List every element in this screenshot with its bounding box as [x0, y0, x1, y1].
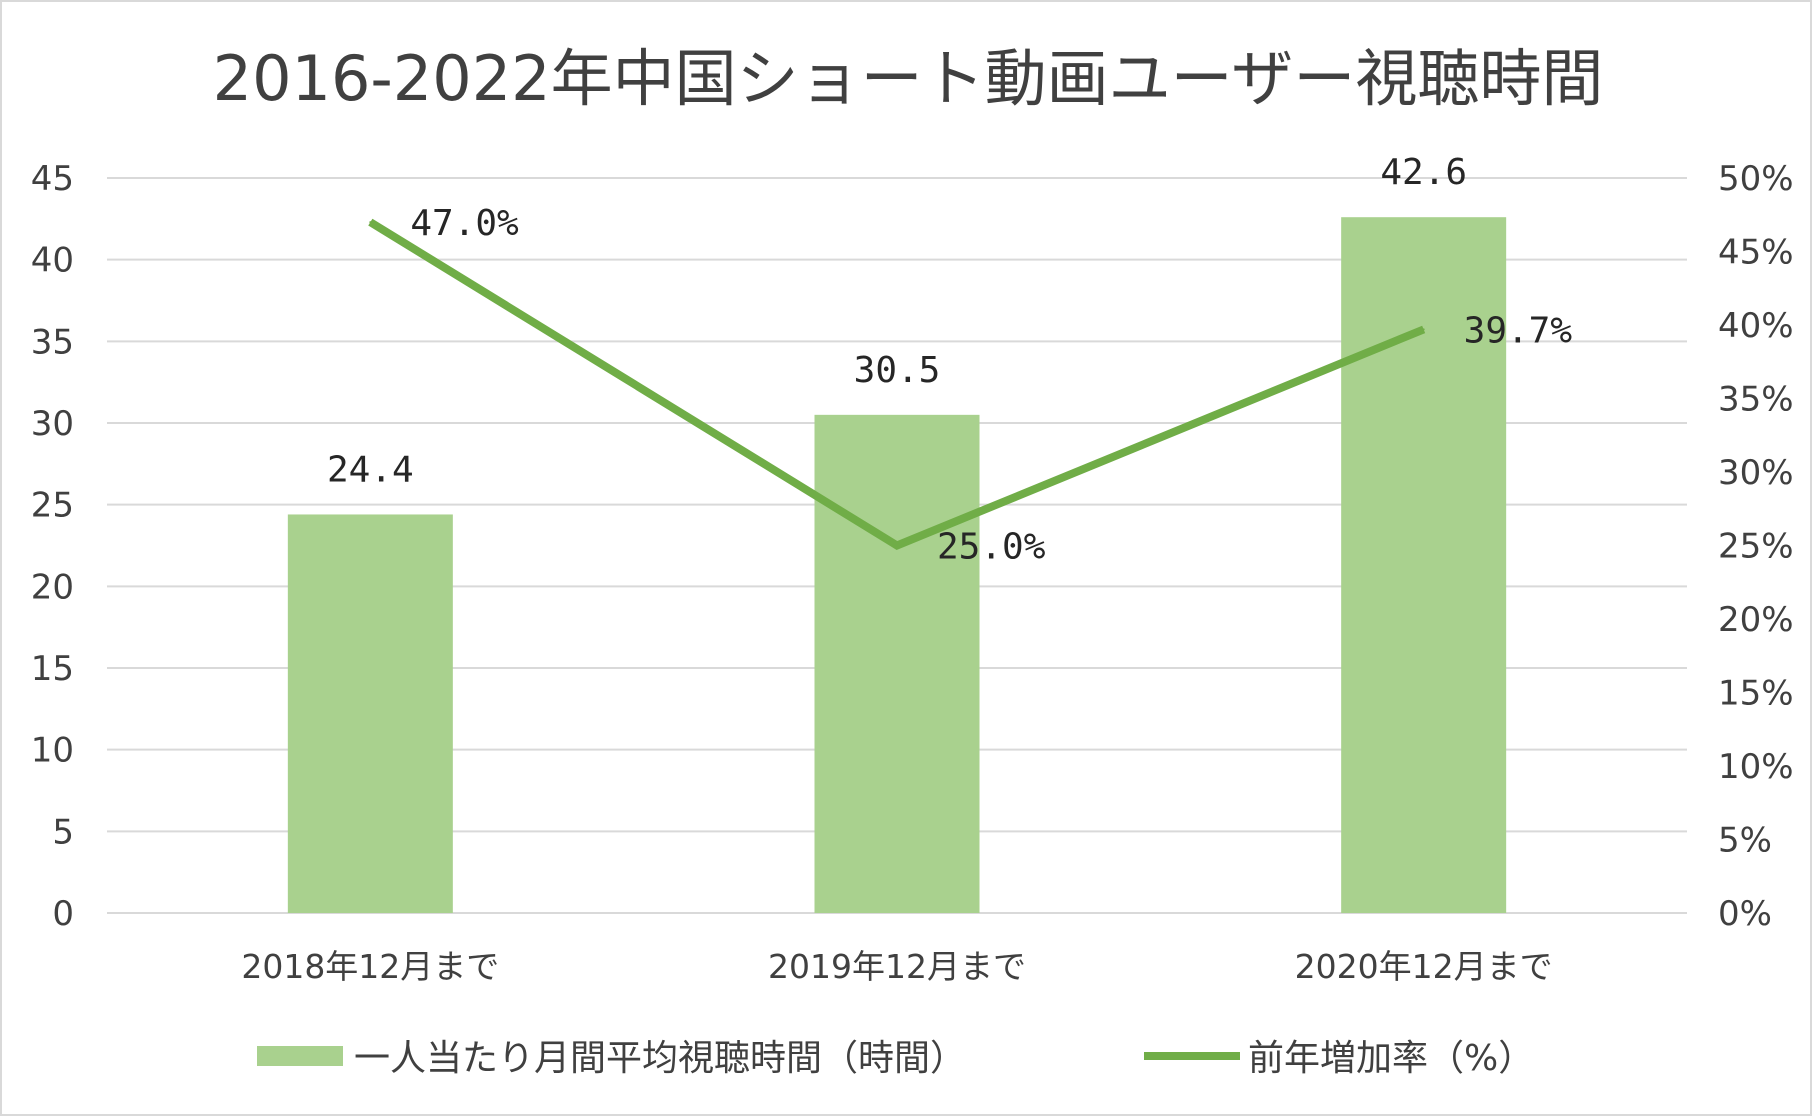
- bar-series: [287, 217, 1507, 913]
- line-point: [896, 544, 898, 547]
- bar-data-label: 24.4: [327, 449, 414, 490]
- line-data-label: 25.0%: [937, 527, 1046, 568]
- line-data-label: 47.0%: [410, 203, 519, 244]
- right-tick-label: 0%: [1718, 894, 1772, 934]
- right-tick-label: 25%: [1718, 527, 1794, 567]
- right-tick-label: 45%: [1718, 233, 1794, 273]
- left-tick-label: 5: [52, 812, 74, 852]
- left-tick-label: 25: [31, 486, 74, 526]
- left-tick-label: 30: [31, 404, 74, 444]
- right-tick-label: 5%: [1718, 821, 1772, 861]
- legend-bar-label: 一人当たり月間平均視聴時間（時間）: [354, 1038, 966, 1079]
- chart-title: 2016-2022年中国ショート動画ユーザー視聴時間: [213, 42, 1604, 115]
- left-tick-label: 10: [31, 731, 74, 771]
- right-tick-label: 10%: [1718, 747, 1794, 787]
- data-labels: 24.4 30.5 42.6 47.0% 25.0% 39.7%: [327, 152, 1572, 567]
- left-tick-label: 15: [31, 649, 74, 689]
- left-tick-label: 35: [31, 322, 74, 362]
- right-axis-ticks: 0% 5% 10% 15% 20% 25% 30% 35% 40% 45% 50%: [1718, 159, 1794, 934]
- category-axis-labels: 2018年12月まで 2019年12月まで 2020年12月まで: [241, 947, 1552, 986]
- right-tick-label: 50%: [1718, 159, 1794, 199]
- left-tick-label: 20: [31, 567, 74, 607]
- line-data-label: 39.7%: [1464, 310, 1573, 351]
- bar: [814, 414, 980, 913]
- bar: [287, 514, 453, 913]
- left-tick-label: 0: [52, 894, 74, 934]
- category-label: 2019年12月まで: [768, 947, 1026, 986]
- category-label: 2020年12月まで: [1295, 947, 1553, 986]
- bar-data-label: 30.5: [854, 350, 941, 391]
- right-tick-label: 30%: [1718, 453, 1794, 493]
- line-point: [369, 221, 372, 224]
- left-tick-label: 40: [31, 241, 74, 281]
- right-tick-label: 40%: [1718, 306, 1794, 346]
- bar-data-label: 42.6: [1380, 152, 1467, 193]
- left-axis-ticks: 0 5 10 15 20 25 30 35 40 45: [31, 159, 74, 934]
- line-series: [368, 218, 1426, 550]
- legend-line-label: 前年増加率（%）: [1248, 1038, 1534, 1079]
- right-tick-label: 15%: [1718, 674, 1794, 714]
- legend-bar-swatch: [257, 1046, 343, 1066]
- line-point: [1422, 328, 1425, 331]
- left-tick-label: 45: [31, 159, 74, 199]
- legend: 一人当たり月間平均視聴時間（時間） 前年増加率（%）: [257, 1038, 1534, 1079]
- right-tick-label: 20%: [1718, 600, 1794, 640]
- category-label: 2018年12月まで: [241, 947, 499, 986]
- right-tick-label: 35%: [1718, 380, 1794, 420]
